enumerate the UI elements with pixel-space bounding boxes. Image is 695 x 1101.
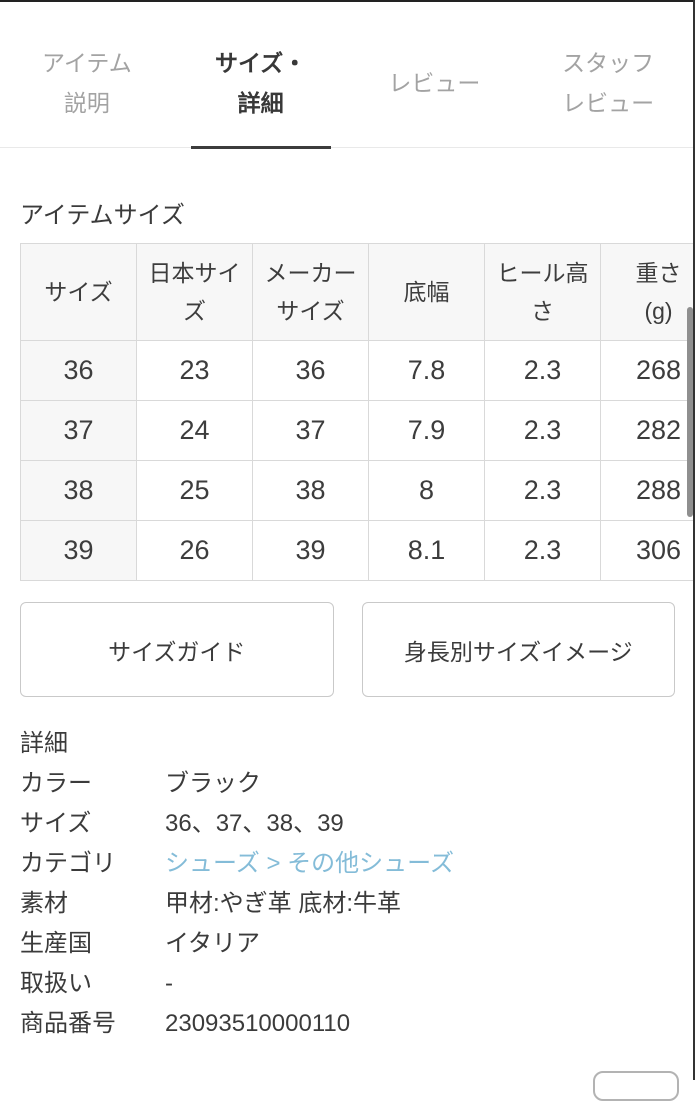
size-table-column-header: メーカーサイズ [253,244,369,341]
tab-staff-reviews[interactable]: スタッフ レビュー [521,18,695,147]
details-heading: 詳細 [20,724,675,764]
tab-bar: アイテム 説明 サイズ・ 詳細 レビュー スタッフ レビュー [0,0,695,148]
size-table-column-header: サイズ [21,244,137,341]
size-table-cell: 7.9 [369,401,485,461]
tab-size-details[interactable]: サイズ・ 詳細 [174,18,348,147]
detail-value: 甲材:やぎ革 底材:牛革 [165,884,401,924]
tab-label: アイテム 説明 [42,43,132,123]
detail-value: 23093510000110 [165,1004,350,1044]
detail-label: サイズ [20,804,165,844]
size-table-cell: 268 [601,341,695,401]
size-table-column-header: 日本サイズ [137,244,253,341]
detail-label: カテゴリ [20,844,165,884]
size-table-cell: 288 [601,461,695,521]
detail-row-category: カテゴリシューズ > その他シューズ [20,844,675,884]
size-table-column-header: ヒール高さ [485,244,601,341]
active-tab-underline [191,146,331,149]
size-table-cell: 37 [21,401,137,461]
detail-label: 素材 [20,884,165,924]
tab-label: レビュー [388,63,480,103]
size-table-cell: 36 [253,341,369,401]
detail-row-color: カラーブラック [20,764,675,804]
size-table-cell: 39 [253,521,369,581]
size-table-cell: 25 [137,461,253,521]
size-table-cell: 7.8 [369,341,485,401]
tab-label: スタッフ レビュー [562,43,654,123]
size-table-column-header: 重さ (g) [601,244,695,341]
tab-label: サイズ・ 詳細 [215,43,306,123]
detail-row-handling: 取扱い- [20,964,675,1004]
height-size-image-button[interactable]: 身長別サイズイメージ [362,602,676,697]
tab-item-description[interactable]: アイテム 説明 [0,18,174,147]
detail-label: カラー [20,764,165,804]
size-table-cell: 39 [21,521,137,581]
detail-row-country: 生産国イタリア [20,924,675,964]
size-table-cell: 2.3 [485,341,601,401]
photo-top-edge [0,0,695,2]
detail-row-material: 素材甲材:やぎ革 底材:牛革 [20,884,675,924]
size-table-cell: 8.1 [369,521,485,581]
size-table-cell: 26 [137,521,253,581]
item-size-heading: アイテムサイズ [20,195,675,230]
size-table-cell: 38 [253,461,369,521]
category-breadcrumb-link[interactable]: シューズ > その他シューズ [165,844,454,884]
size-table-cell: 37 [253,401,369,461]
size-table-cell: 2.3 [485,461,601,521]
floating-button-partial[interactable] [593,1071,679,1101]
size-table-header-row: サイズ日本サイズメーカーサイズ底幅ヒール高さ重さ (g) [21,244,695,341]
tab-reviews[interactable]: レビュー [348,18,522,147]
size-table-cell: 24 [137,401,253,461]
size-table-cell: 23 [137,341,253,401]
detail-label: 商品番号 [20,1004,165,1044]
detail-value: イタリア [165,924,260,964]
size-table-cell: 2.3 [485,401,601,461]
detail-value: 36、37、38、39 [165,804,344,844]
size-table-cell: 306 [601,521,695,581]
size-table-cell: 2.3 [485,521,601,581]
detail-value: - [165,964,173,1004]
size-table-cell: 36 [21,341,137,401]
detail-label: 取扱い [20,964,165,1004]
size-guide-button[interactable]: サイズガイド [20,602,334,697]
size-table-cell: 38 [21,461,137,521]
size-table-column-header: 底幅 [369,244,485,341]
size-buttons-row: サイズガイド 身長別サイズイメージ [20,602,675,697]
size-table-cell: 282 [601,401,695,461]
detail-label: 生産国 [20,924,165,964]
size-table-cell: 8 [369,461,485,521]
detail-value: ブラック [165,764,261,804]
scrollbar-thumb[interactable] [687,307,693,517]
